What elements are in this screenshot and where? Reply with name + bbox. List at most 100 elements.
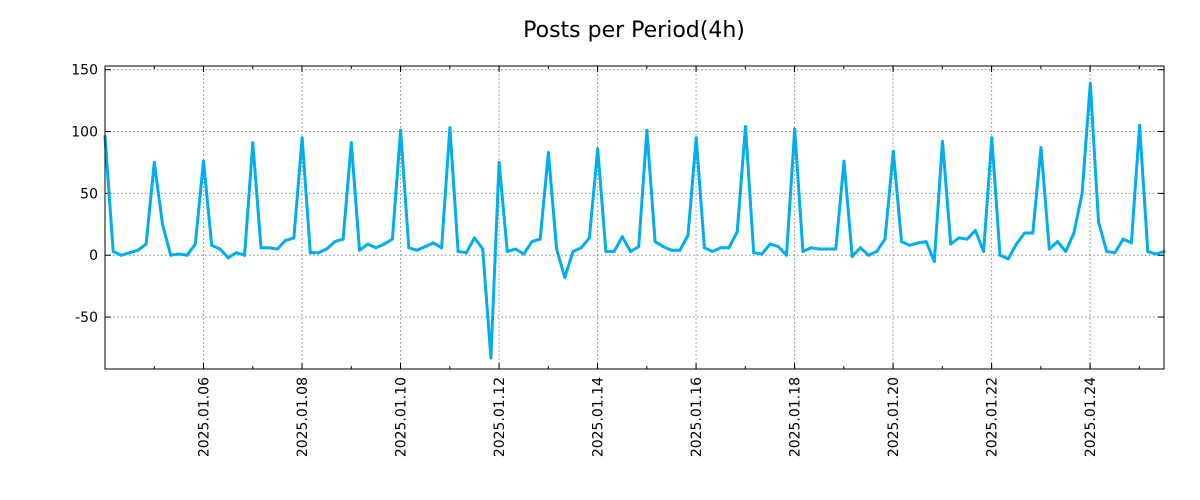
data-point [711, 250, 715, 253]
data-point [1129, 241, 1133, 245]
data-point [407, 246, 411, 250]
data-point [1146, 250, 1150, 253]
data-point [538, 237, 542, 241]
data-point [1121, 237, 1125, 241]
data-point [916, 241, 920, 245]
data-point [965, 237, 969, 241]
data-point [193, 242, 197, 246]
data-point [349, 141, 353, 145]
y-tick-label: 150 [71, 63, 98, 79]
data-point [604, 250, 608, 253]
data-point [817, 247, 821, 251]
x-tick-label: 2025.01.24 [1083, 377, 1099, 457]
data-point [259, 246, 263, 250]
data-point [1154, 252, 1158, 256]
data-point [768, 242, 772, 246]
data-point [243, 253, 247, 257]
data-point [932, 259, 936, 263]
series-line [103, 81, 1165, 360]
data-point [727, 246, 731, 250]
data-point [826, 247, 830, 251]
data-point [399, 128, 403, 132]
data-point [637, 245, 641, 249]
data-point [464, 251, 468, 255]
data-point [431, 241, 435, 245]
data-point [973, 229, 977, 232]
x-tick-label: 2025.01.14 [591, 377, 607, 457]
data-point [210, 243, 214, 247]
data-point [752, 251, 756, 255]
data-point [900, 240, 903, 244]
data-point [292, 236, 296, 240]
data-point [317, 251, 320, 255]
data-point [998, 253, 1002, 257]
data-point [251, 141, 255, 145]
data-point [366, 242, 370, 246]
data-point [924, 240, 928, 244]
data-point [1088, 81, 1092, 85]
data-point [325, 247, 329, 251]
data-point [423, 245, 427, 249]
data-point [481, 247, 485, 251]
y-tick-label: 50 [80, 186, 98, 202]
data-point [1105, 250, 1109, 253]
data-point [850, 255, 854, 258]
data-point [1023, 231, 1027, 235]
data-point [341, 237, 345, 241]
data-point [1014, 242, 1018, 246]
data-point [169, 253, 173, 257]
data-point [744, 125, 747, 129]
data-point [891, 149, 895, 153]
data-point [686, 233, 690, 237]
series [103, 81, 1166, 360]
x-tick-label: 2025.01.10 [394, 377, 410, 457]
data-point [1039, 146, 1043, 150]
data-point [571, 250, 575, 253]
data-point [596, 147, 600, 151]
data-point [456, 250, 460, 253]
data-point [505, 250, 509, 253]
data-point [629, 250, 632, 253]
data-point [858, 246, 862, 250]
data-point [785, 253, 788, 257]
data-point [234, 251, 238, 255]
data-point [941, 139, 944, 143]
data-point [1138, 123, 1142, 127]
data-point [1064, 250, 1068, 253]
data-point [152, 161, 156, 164]
data-point [514, 247, 517, 251]
data-point [128, 251, 132, 255]
data-point [670, 248, 674, 252]
data-point [867, 253, 871, 257]
data-point [333, 240, 337, 244]
x-tick-label: 2025.01.08 [295, 377, 311, 457]
data-point [579, 246, 583, 250]
y-tick-label: -50 [75, 310, 98, 326]
data-point [719, 246, 723, 250]
x-tick-label: 2025.01.18 [788, 377, 804, 457]
ticks: 150 100 50 0 -50 2025.01.06 2025.01.08 2025.01.… [71, 63, 1164, 457]
data-point [735, 230, 739, 234]
data-point [760, 252, 764, 256]
data-point [119, 253, 123, 257]
data-point [284, 238, 288, 242]
chart-title: Posts per Period(4h) [523, 18, 745, 43]
data-point [1113, 251, 1117, 255]
data-point [694, 136, 698, 140]
data-point [202, 159, 205, 163]
data-point [185, 253, 189, 257]
data-point [415, 248, 419, 252]
data-point [620, 235, 624, 239]
data-point [809, 246, 813, 250]
data-point [144, 242, 148, 246]
data-point [546, 151, 550, 155]
data-point [908, 243, 912, 247]
data-point [563, 276, 567, 279]
data-point [1031, 231, 1035, 235]
data-point [374, 246, 378, 250]
data-point [1080, 191, 1084, 195]
data-point [489, 356, 493, 360]
plot-frame [104, 65, 1165, 370]
data-point [1072, 231, 1076, 235]
